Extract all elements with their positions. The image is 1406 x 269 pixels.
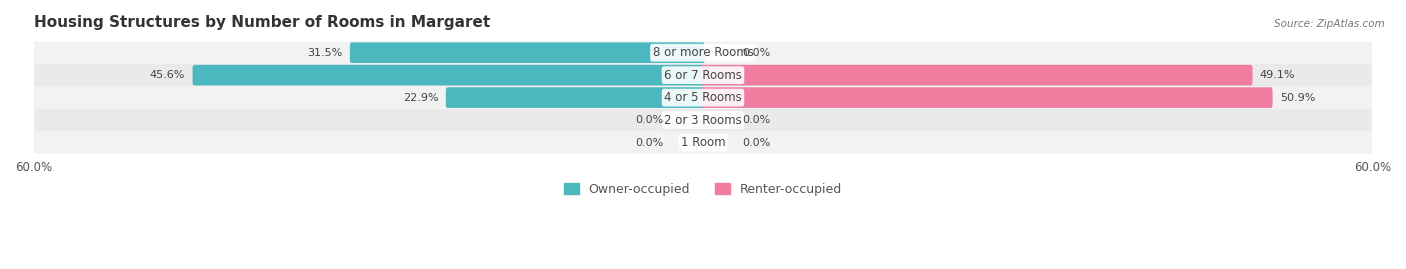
- FancyBboxPatch shape: [34, 41, 1372, 64]
- Text: 6 or 7 Rooms: 6 or 7 Rooms: [664, 69, 742, 82]
- Text: 0.0%: 0.0%: [636, 115, 664, 125]
- FancyBboxPatch shape: [34, 131, 1372, 154]
- Text: 0.0%: 0.0%: [742, 115, 770, 125]
- FancyBboxPatch shape: [702, 87, 1272, 108]
- Text: 49.1%: 49.1%: [1260, 70, 1295, 80]
- Text: 8 or more Rooms: 8 or more Rooms: [652, 46, 754, 59]
- FancyBboxPatch shape: [702, 65, 1253, 86]
- Text: 4 or 5 Rooms: 4 or 5 Rooms: [664, 91, 742, 104]
- Text: Source: ZipAtlas.com: Source: ZipAtlas.com: [1274, 19, 1385, 29]
- FancyBboxPatch shape: [193, 65, 704, 86]
- Text: 31.5%: 31.5%: [308, 48, 343, 58]
- Text: Housing Structures by Number of Rooms in Margaret: Housing Structures by Number of Rooms in…: [34, 15, 489, 30]
- FancyBboxPatch shape: [350, 43, 704, 63]
- FancyBboxPatch shape: [34, 64, 1372, 86]
- Text: 2 or 3 Rooms: 2 or 3 Rooms: [664, 114, 742, 127]
- Text: 0.0%: 0.0%: [636, 137, 664, 147]
- Text: 1 Room: 1 Room: [681, 136, 725, 149]
- FancyBboxPatch shape: [34, 109, 1372, 131]
- Legend: Owner-occupied, Renter-occupied: Owner-occupied, Renter-occupied: [558, 178, 848, 201]
- Text: 22.9%: 22.9%: [404, 93, 439, 102]
- Text: 0.0%: 0.0%: [742, 137, 770, 147]
- Text: 45.6%: 45.6%: [150, 70, 186, 80]
- FancyBboxPatch shape: [446, 87, 704, 108]
- FancyBboxPatch shape: [34, 86, 1372, 109]
- Text: 0.0%: 0.0%: [742, 48, 770, 58]
- Text: 50.9%: 50.9%: [1279, 93, 1315, 102]
